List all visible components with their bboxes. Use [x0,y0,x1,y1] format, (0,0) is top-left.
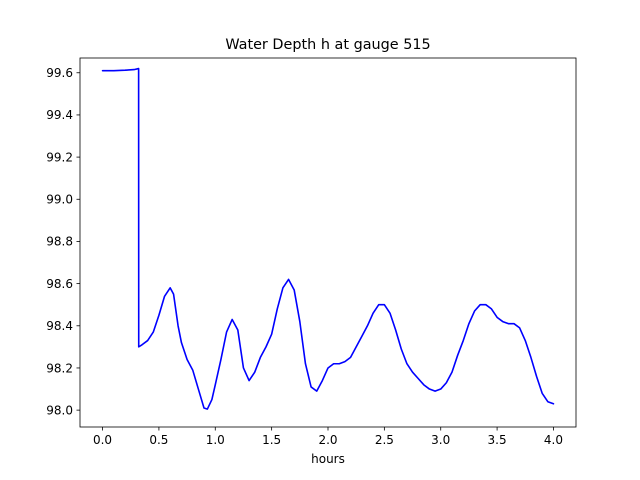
x-tick-label: 3.0 [431,433,450,447]
x-tick-label: 0.5 [149,433,168,447]
x-axis-label: hours [311,452,345,466]
x-tick-label: 1.0 [206,433,225,447]
plot-area-frame [79,57,577,428]
y-tick-label: 99.6 [46,66,73,80]
chart-title: Water Depth h at gauge 515 [225,37,430,53]
y-tick-label: 98.8 [46,235,73,249]
y-tick-label: 98.4 [46,319,73,333]
y-tick-label: 98.2 [46,361,73,375]
series-line [101,67,555,410]
y-tick-label: 98.0 [46,403,73,417]
x-tick-label: 2.5 [375,433,394,447]
y-tick-label: 99.4 [46,108,73,122]
x-tick-label: 3.5 [488,433,507,447]
x-tick-label: 2.0 [318,433,337,447]
y-tick-label: 99.2 [46,150,73,164]
y-axis: 98.0 98.2 98.4 98.6 98.8 99.0 99.2 99.4 99.6 [46,66,80,417]
x-tick-label: 0.0 [93,433,112,447]
y-tick-label: 98.6 [46,277,73,291]
y-tick-label: 99.0 [46,193,73,207]
series-layer [101,67,555,410]
x-tick-label: 1.5 [262,433,281,447]
x-tick-label: 4.0 [544,433,563,447]
x-axis: 0.0 0.5 1.0 1.5 2.0 2.5 3.0 3.5 4.0 [93,427,563,447]
